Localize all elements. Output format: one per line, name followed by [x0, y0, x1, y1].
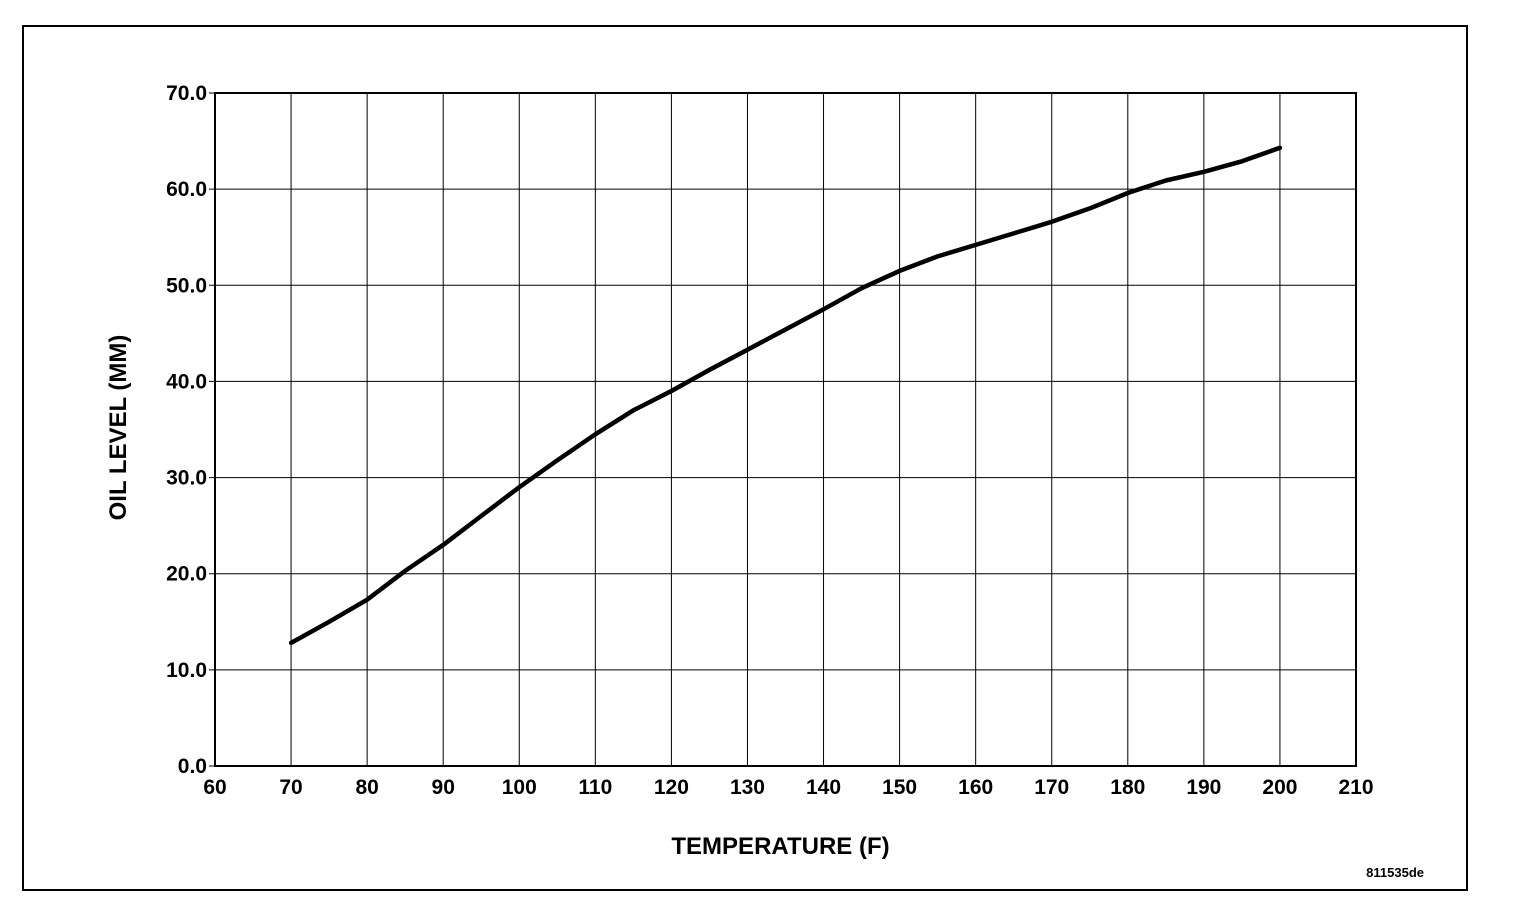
x-tick-label: 200 — [1262, 776, 1297, 799]
series-layer — [288, 145, 1283, 646]
y-axis-title: OIL LEVEL (MM) — [105, 335, 132, 521]
series-line-0 — [288, 145, 1283, 646]
x-tick-label: 80 — [355, 776, 378, 799]
x-tick-label: 190 — [1186, 776, 1221, 799]
y-tick-label: 10.0 — [166, 659, 207, 682]
figure-code: 811535de — [1366, 865, 1424, 880]
y-tick-label: 40.0 — [166, 370, 207, 393]
plot-area-border — [214, 92, 1357, 767]
y-tick-label: 70.0 — [166, 82, 207, 105]
y-tick-label: 20.0 — [166, 563, 207, 586]
y-axis-tick-labels: 0.0 10.0 20.0 30.0 40.0 50.0 60.0 70.0 — [166, 82, 207, 778]
x-tick-label: 120 — [654, 776, 689, 799]
x-tick-label: 160 — [958, 776, 993, 799]
y-tick-label: 50.0 — [166, 274, 207, 297]
x-axis-title: TEMPERATURE (F) — [671, 833, 889, 860]
grid-lines — [209, 92, 1357, 767]
x-tick-label: 170 — [1034, 776, 1069, 799]
x-tick-label: 100 — [502, 776, 537, 799]
y-tick-label: 0.0 — [178, 755, 207, 778]
x-tick-label: 130 — [730, 776, 765, 799]
y-tick-label: 60.0 — [166, 178, 207, 201]
x-tick-label: 70 — [279, 776, 302, 799]
x-tick-label: 90 — [432, 776, 455, 799]
y-tick-label: 30.0 — [166, 467, 207, 490]
x-tick-label: 60 — [203, 776, 226, 799]
x-tick-label: 110 — [578, 776, 612, 799]
x-axis-tick-labels: 60 70 80 90 100 110 120 130 140 150 160 170 180 190 20… — [203, 776, 1373, 799]
x-tick-label: 150 — [882, 776, 917, 799]
x-tick-label: 180 — [1110, 776, 1145, 799]
x-tick-label: 140 — [806, 776, 841, 799]
x-tick-label: 210 — [1338, 776, 1373, 799]
figure-frame — [22, 25, 1468, 891]
